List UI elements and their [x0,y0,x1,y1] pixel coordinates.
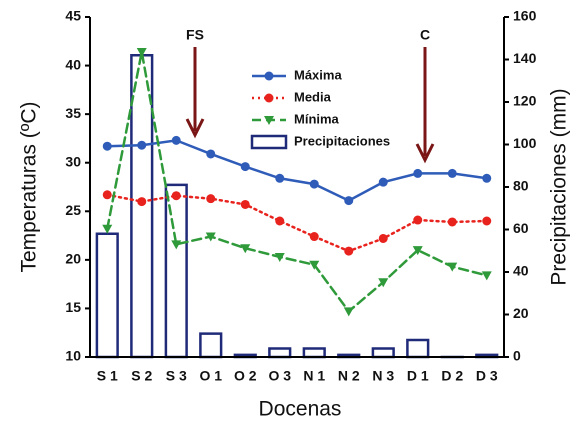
y2-tick-label: 120 [513,93,537,109]
marker [379,234,388,243]
marker [206,149,215,158]
precip-bar [97,234,118,357]
y2-tick-label: 40 [513,263,529,279]
y-tick-label: 45 [65,8,81,24]
y-tick-label: 40 [65,56,81,72]
x-tick-label: S 2 [131,368,152,384]
precip-bar [269,349,290,358]
legend-label: Media [294,89,332,104]
series-line [107,195,487,251]
marker [103,190,112,199]
marker [275,217,284,226]
marker [344,196,353,205]
marker [172,136,181,145]
y-tick-label: 35 [65,105,81,121]
marker [310,180,319,189]
precip-bar [131,55,152,357]
y2-axis-title: Precipitaciones (mm) [548,88,571,285]
marker [344,247,353,256]
y2-tick-label: 80 [513,178,529,194]
marker [206,194,215,203]
x-tick-label: D 1 [407,368,429,384]
marker [413,169,422,178]
x-tick-label: N 1 [303,368,325,384]
y-axis-title: Temperaturas (ºC) [18,101,41,272]
legend-marker [265,72,274,81]
x-tick-label: N 2 [338,368,360,384]
y2-tick-label: 0 [513,348,521,364]
x-tick-label: O 1 [199,368,222,384]
x-tick-label: S 3 [166,368,187,384]
y2-tick-label: 160 [513,8,537,24]
x-tick-label: O 2 [234,368,257,384]
marker [413,216,422,225]
marker [103,142,112,151]
marker [241,200,250,209]
marker [241,162,250,171]
x-tick-label: D 2 [441,368,463,384]
marker [310,232,319,241]
marker [448,169,457,178]
marker [137,141,146,150]
annotation: C [420,27,430,43]
marker [379,178,388,187]
y2-tick-label: 140 [513,50,537,66]
marker [482,174,491,183]
y2-tick-label: 20 [513,305,529,321]
y-tick-label: 25 [65,202,81,218]
legend-label: Precipitaciones [294,133,390,148]
x-tick-label: N 3 [372,368,394,384]
marker [137,197,146,206]
annotation: FS [186,27,204,43]
marker [482,217,491,226]
marker [447,263,457,272]
y-tick-label: 20 [65,251,81,267]
x-tick-label: O 3 [268,368,291,384]
marker [102,225,112,234]
y-tick-label: 10 [65,348,81,364]
marker [344,307,354,316]
y2-tick-label: 60 [513,220,529,236]
precip-bar [407,340,428,357]
y-tick-label: 30 [65,153,81,169]
y-tick-label: 15 [65,299,81,315]
precip-bar [200,334,221,357]
x-axis-title: Docenas [259,398,342,421]
marker [275,174,284,183]
marker [172,191,181,200]
y2-tick-label: 100 [513,135,537,151]
precip-bar [373,349,394,358]
legend-label: Máxima [294,67,342,82]
legend-label: Mínima [294,111,340,126]
legend-swatch [252,136,286,148]
marker [275,253,285,262]
x-tick-label: S 1 [97,368,118,384]
legend-marker [265,94,274,103]
marker [448,217,457,226]
precip-bar [304,349,325,358]
x-tick-label: D 3 [476,368,498,384]
marker [482,271,492,280]
